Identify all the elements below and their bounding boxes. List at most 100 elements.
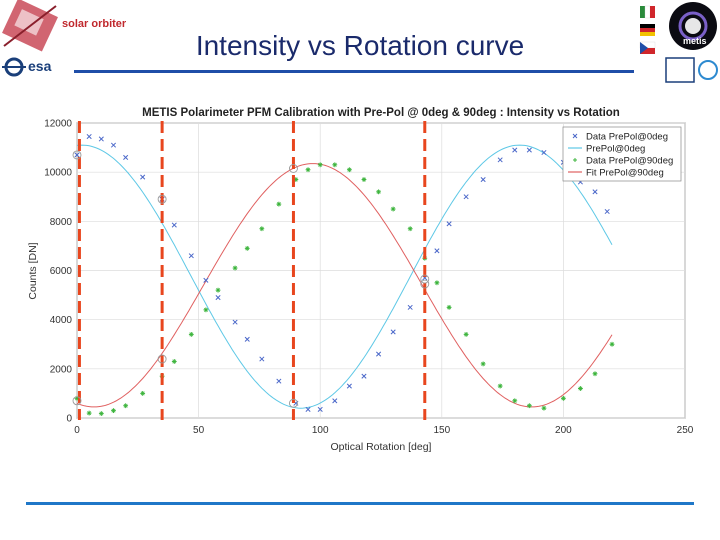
data-point-stroke — [276, 202, 281, 207]
data-point-x — [188, 253, 194, 259]
data-point-x — [98, 136, 104, 142]
data-point-stroke — [390, 329, 396, 335]
data-point-stroke — [232, 319, 238, 325]
data-point-x — [512, 147, 518, 153]
data-point-x — [541, 149, 547, 156]
data-point-x — [123, 154, 129, 160]
data-point-stroke — [512, 398, 517, 403]
data-point-star — [276, 201, 282, 207]
data-point-stroke — [592, 189, 598, 195]
fit-line — [76, 144, 613, 409]
data-point-stroke — [233, 266, 238, 271]
data-point-stroke — [215, 294, 221, 301]
data-point-x — [526, 147, 532, 153]
data-point-star — [259, 226, 265, 232]
data-point-x — [203, 277, 209, 283]
data-point-stroke — [318, 162, 323, 167]
circled-point — [157, 194, 167, 204]
institute-logos-icon — [665, 57, 718, 83]
data-point-stroke — [140, 174, 146, 180]
data-point-star — [98, 411, 104, 416]
data-point-stroke — [98, 136, 104, 142]
czech-flag-icon — [639, 41, 656, 54]
data-point-stroke — [244, 336, 250, 342]
data-point-stroke — [527, 403, 532, 408]
data-point-x — [317, 406, 323, 412]
data-point-stroke — [434, 248, 440, 254]
data-point-stroke — [306, 167, 311, 172]
slide-title: Intensity vs Rotation curve — [195, 30, 525, 61]
data-point-stroke — [604, 208, 610, 215]
esa-emblem-icon — [2, 57, 26, 77]
data-point-star — [171, 359, 177, 364]
x-axis-label: Optical Rotation [deg] — [331, 441, 432, 453]
data-point-stroke — [526, 147, 532, 153]
solar-orbiter-logo — [2, 0, 58, 77]
data-point-stroke — [171, 222, 177, 228]
x-tick-label: 150 — [433, 425, 450, 436]
data-point-star — [541, 405, 547, 411]
data-point-stroke — [361, 373, 367, 379]
y-tick-label: 2000 — [50, 364, 73, 375]
legend-label: Data PrePol@90deg — [586, 156, 673, 167]
data-point-x — [434, 248, 440, 254]
data-point-star — [140, 391, 146, 396]
data-point-stroke — [87, 411, 92, 416]
data-point-stroke — [317, 406, 323, 412]
esa-logo-text: esa — [28, 58, 52, 74]
data-point-stroke — [610, 342, 615, 347]
y-tick-label: 12000 — [44, 119, 72, 130]
circled-point — [72, 396, 82, 406]
data-point-x — [446, 221, 452, 227]
data-point-stroke — [99, 411, 104, 416]
annotations — [72, 121, 430, 420]
solar-orbiter-logo-text: solar orbiter — [62, 18, 127, 30]
data-point-star — [332, 162, 338, 168]
data-point-x — [140, 174, 146, 180]
x-tick-label: 100 — [312, 425, 329, 436]
circled-point — [420, 274, 430, 284]
circled-point — [420, 279, 430, 289]
data-markers — [74, 133, 615, 416]
x-tick-label: 50 — [193, 425, 205, 436]
data-point-star — [561, 395, 566, 401]
data-point-stroke — [481, 361, 486, 366]
data-point-star — [480, 361, 486, 367]
spacecraft-icon — [2, 0, 58, 52]
data-point-x — [74, 152, 80, 158]
y-tick-label: 6000 — [50, 266, 73, 277]
data-point-stroke — [376, 351, 382, 357]
data-point-star — [390, 206, 396, 212]
data-point-star — [232, 265, 238, 271]
data-point-star — [497, 383, 503, 389]
data-point-star — [188, 332, 194, 337]
metis-logo-text: metis — [683, 36, 707, 46]
legend-label: PrePol@0deg — [586, 144, 645, 155]
x-tick-label: 200 — [555, 425, 572, 436]
data-point-stroke — [305, 406, 311, 412]
y-axis-label: Counts [DN] — [27, 242, 39, 299]
data-point-x — [361, 373, 367, 379]
data-point-x — [232, 319, 238, 325]
data-point-x — [259, 356, 265, 362]
data-point-stroke — [464, 332, 469, 337]
data-point-x — [480, 176, 486, 183]
data-point-star — [346, 167, 352, 173]
data-point-stroke — [561, 396, 566, 401]
fit-line — [76, 163, 613, 408]
axis-ticks: 0 50 100 150 200 250 0 2000 4000 6000 8000 10000 120… — [44, 119, 694, 437]
data-point-x — [276, 378, 282, 384]
data-point-x — [171, 222, 177, 228]
data-point-stroke — [332, 162, 337, 167]
data-point-stroke — [376, 189, 381, 194]
data-point-stroke — [446, 221, 452, 227]
data-point-stroke — [172, 359, 177, 364]
data-point-x — [463, 194, 469, 200]
data-point-stroke — [463, 194, 469, 200]
data-point-stroke — [259, 226, 264, 231]
data-point-star — [215, 287, 221, 293]
data-point-stroke — [123, 403, 128, 408]
data-point-star — [446, 304, 452, 310]
data-point-stroke — [512, 147, 518, 153]
